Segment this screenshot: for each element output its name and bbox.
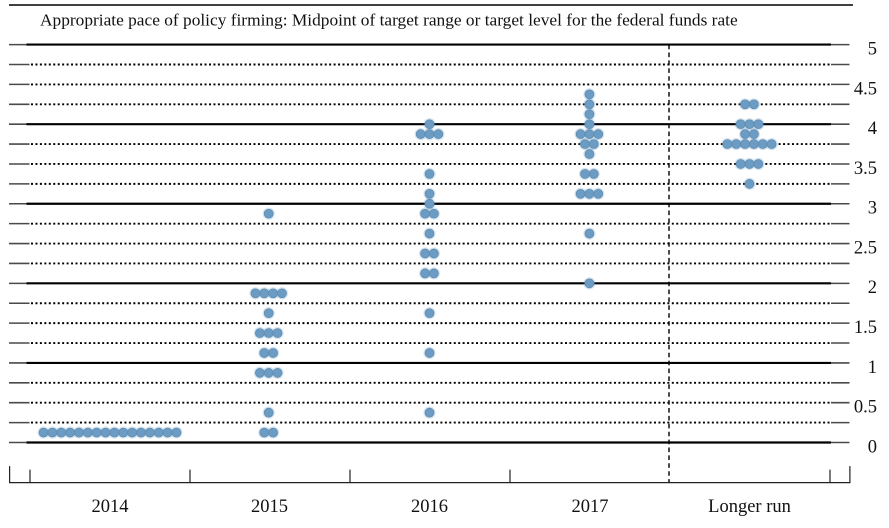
svg-text:1.5: 1.5: [854, 318, 877, 338]
svg-text:2017: 2017: [572, 497, 609, 517]
svg-text:1: 1: [868, 358, 877, 378]
svg-text:3.5: 3.5: [854, 159, 877, 179]
svg-text:4: 4: [868, 119, 877, 139]
svg-text:2.5: 2.5: [854, 238, 877, 258]
svg-text:2014: 2014: [92, 497, 129, 517]
svg-text:0.5: 0.5: [854, 398, 877, 418]
svg-text:2: 2: [868, 278, 877, 298]
svg-text:Appropriate pace of policy fir: Appropriate pace of policy firming: Midp…: [40, 11, 738, 30]
svg-text:2016: 2016: [411, 497, 448, 517]
svg-text:3: 3: [868, 199, 877, 219]
svg-text:0: 0: [868, 437, 877, 457]
svg-text:2015: 2015: [251, 497, 288, 517]
svg-text:5: 5: [868, 40, 877, 60]
svg-text:4.5: 4.5: [854, 79, 877, 99]
svg-text:Longer run: Longer run: [708, 497, 791, 517]
